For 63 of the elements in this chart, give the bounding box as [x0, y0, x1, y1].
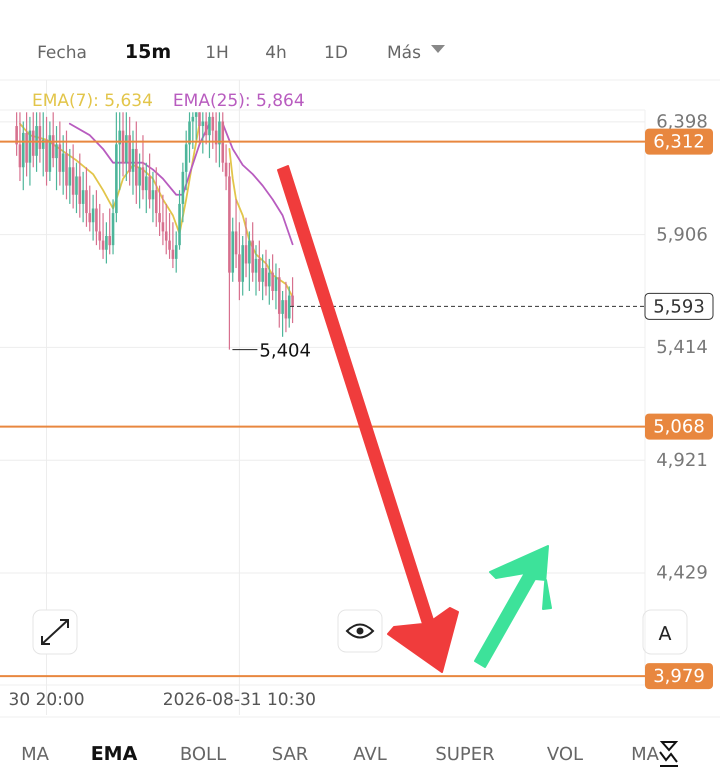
text: MA — [631, 744, 660, 765]
candlestick — [85, 166, 88, 228]
candlestick — [202, 112, 204, 154]
candlestick — [198, 112, 201, 145]
candlestick — [274, 262, 278, 310]
candlestick — [258, 240, 261, 292]
candlestick — [82, 171, 84, 223]
y-tick-label: 6,398 — [656, 112, 708, 133]
text: SUPER — [435, 744, 495, 765]
candlestick — [291, 276, 294, 324]
candlestick — [92, 194, 94, 242]
candlestick — [138, 152, 141, 210]
text: AVL — [353, 744, 387, 765]
ref-line-label: 5,068 — [653, 416, 705, 438]
text: VOL — [546, 744, 584, 765]
text: BOLL — [180, 744, 226, 765]
candlestick — [55, 125, 58, 191]
ref-line-label: 6,312 — [653, 132, 705, 153]
text: 1H — [205, 43, 229, 63]
series-label: EMA(7): 5,634 — [32, 91, 153, 111]
text: 1D — [324, 43, 348, 63]
x-tick-label: 2026-08-31 10:30 — [162, 690, 316, 710]
y-tick-label: 4,921 — [656, 450, 708, 472]
y-tick-label: 4,429 — [656, 562, 708, 584]
candlestick — [284, 281, 288, 333]
candlestick — [95, 190, 98, 246]
ref-line-label: 5,593 — [653, 296, 705, 318]
candlestick — [142, 134, 144, 200]
y-tick-label: 5,906 — [656, 224, 708, 246]
ref-line-label: 3,979 — [653, 666, 705, 688]
text: EMA — [90, 743, 138, 765]
candlestick — [244, 217, 248, 278]
candlestick — [261, 254, 264, 301]
candlestick — [18, 112, 22, 182]
candlestick — [254, 244, 258, 296]
candlestick — [132, 130, 134, 196]
candlestick — [264, 249, 268, 296]
text: MA — [21, 744, 50, 765]
candlestick — [248, 230, 251, 292]
candlestick — [204, 112, 208, 145]
text: SAR — [272, 744, 308, 765]
annotation: 5,404 — [259, 340, 311, 362]
x-tick-label: 30 20:00 — [8, 690, 85, 710]
candlestick — [152, 171, 154, 223]
text: 15m — [124, 41, 172, 63]
candlestick — [288, 286, 291, 328]
candlestick — [148, 152, 151, 210]
candlestick — [75, 162, 78, 214]
text: Más — [387, 43, 422, 63]
candlestick — [105, 222, 108, 264]
candlestick — [108, 208, 112, 255]
text: Fecha — [37, 43, 87, 63]
candlestick — [144, 162, 148, 214]
candlestick — [208, 112, 211, 159]
candlestick — [281, 290, 284, 338]
candlestick — [62, 134, 64, 196]
text: 4h — [265, 43, 287, 63]
y-tick-label: 5,414 — [656, 337, 708, 358]
candlestick — [271, 254, 274, 301]
candlestick — [268, 258, 271, 306]
series-label: EMA(25): 5,864 — [172, 91, 305, 111]
text: A — [658, 623, 672, 645]
candlestick — [68, 148, 72, 205]
